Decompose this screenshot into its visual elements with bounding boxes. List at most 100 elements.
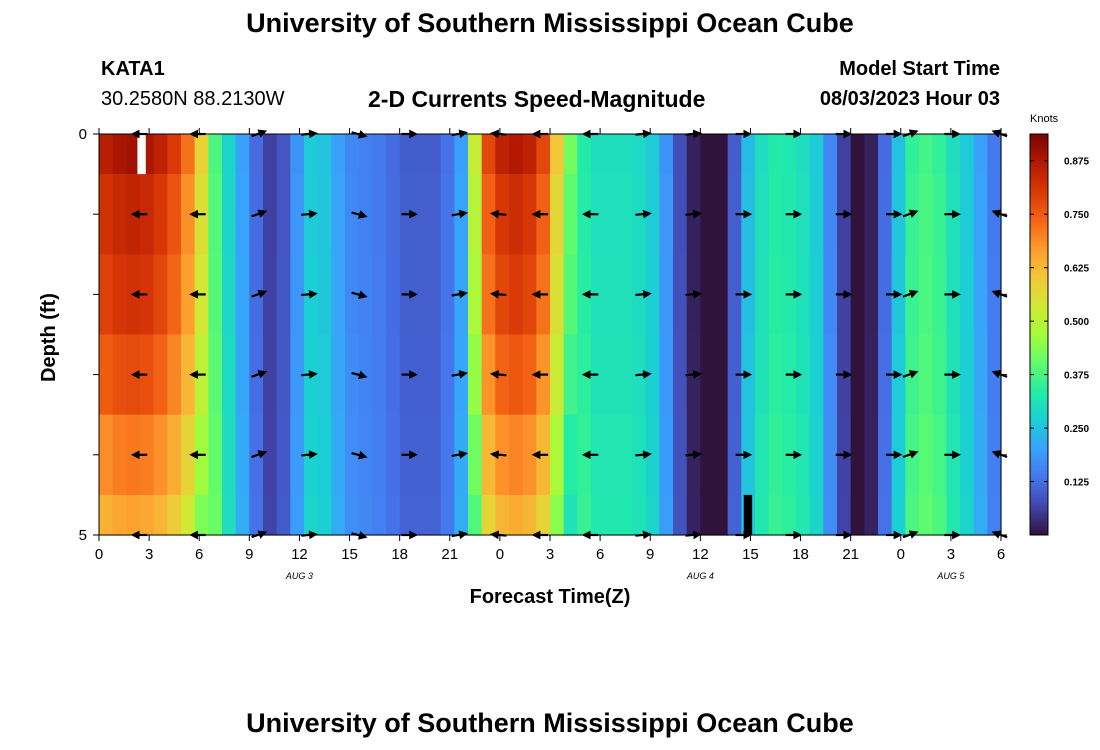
heatmap-cell: [563, 134, 578, 175]
heatmap-cell: [331, 174, 346, 255]
heatmap-cell: [536, 134, 551, 175]
current-arrow: [489, 450, 507, 460]
heatmap-cell: [208, 174, 223, 255]
heatmap-cell: [440, 134, 455, 175]
heatmap-cell: [563, 334, 578, 416]
heatmap-cell: [768, 174, 783, 255]
heatmap-cell: [454, 134, 469, 175]
heatmap-cell: [823, 134, 838, 175]
date-labels: AUG 3 AUG 4 AUG 5: [285, 571, 965, 581]
heatmap-cell: [768, 334, 783, 416]
heatmap-cell: [509, 174, 524, 255]
current-arrow: [635, 289, 652, 299]
heatmap-cell: [864, 494, 879, 536]
current-arrow: [301, 370, 318, 379]
current-arrow: [635, 209, 652, 219]
heatmap-cell: [427, 494, 442, 536]
heatmap-cell: [536, 494, 551, 536]
heatmap-cell: [153, 134, 168, 175]
current-arrow: [451, 370, 468, 379]
heatmap-cell: [427, 174, 442, 255]
heatmap-cell: [522, 334, 537, 416]
page-title: University of Southern Mississippi Ocean…: [246, 8, 854, 38]
heatmap-cell: [727, 134, 742, 175]
heatmap-cell: [413, 134, 428, 175]
heatmap-cell: [864, 334, 879, 416]
heatmap-cell: [235, 134, 250, 175]
heatmap-cell: [317, 414, 332, 496]
heatmap-cell: [727, 334, 742, 416]
heatmap-cell: [413, 414, 428, 496]
heatmap-cell: [386, 254, 401, 336]
heatmap-cell: [290, 334, 305, 416]
heatmap-cell: [878, 134, 893, 175]
heatmap-cell: [153, 254, 168, 336]
heatmap-cell: [645, 134, 660, 175]
heatmap-cell: [167, 494, 182, 536]
x-tick-label: 0: [897, 546, 905, 563]
heatmap-cell: [659, 334, 674, 416]
heatmap-cell: [222, 494, 237, 536]
heatmap-cell: [481, 174, 496, 255]
heatmap-cell: [99, 334, 114, 416]
heatmap-cell: [427, 334, 442, 416]
heatmap-cell: [99, 494, 114, 536]
current-arrow: [635, 450, 652, 460]
heatmap-cell: [222, 174, 237, 255]
heatmap-cell: [850, 414, 865, 496]
x-tick-label: 3: [145, 546, 153, 563]
heatmap-cell: [809, 334, 824, 416]
current-arrow: [489, 289, 507, 299]
current-arrow: [301, 209, 318, 219]
heatmap-cell: [673, 414, 688, 496]
heatmap-cell: [509, 494, 524, 536]
heatmap-cell: [809, 134, 824, 175]
x-tick-label: 18: [792, 546, 809, 563]
heatmap-cell: [181, 134, 196, 175]
heatmap-cell: [345, 134, 360, 175]
date-label: AUG 3: [285, 571, 313, 581]
heatmap-cell: [563, 414, 578, 496]
heatmap-cell: [700, 254, 715, 336]
current-arrow: [351, 290, 368, 299]
colorbar-ticks: 0.875 0.750 0.625 0.500 0.375 0.250 0.125: [1030, 157, 1089, 489]
current-arrow: [301, 289, 318, 299]
heatmap-cell: [413, 254, 428, 336]
heatmap-cell: [659, 414, 674, 496]
heatmap-cell: [563, 494, 578, 536]
heatmap-cell: [399, 494, 414, 536]
heatmap-cell: [112, 334, 127, 416]
heatmap-cell: [919, 134, 934, 175]
heatmap-cell: [372, 494, 387, 536]
x-tick-label: 3: [546, 546, 554, 563]
heatmap-cell: [878, 494, 893, 536]
heatmap-cell: [440, 174, 455, 255]
heatmap-cell: [782, 134, 797, 175]
heatmap-cell: [208, 254, 223, 336]
heatmap-cell: [304, 134, 319, 175]
current-arrow: [902, 209, 919, 218]
heatmap-cell: [427, 134, 442, 175]
heatmap-cell: [727, 254, 742, 336]
heatmap-cell: [850, 494, 865, 536]
heatmap-cell: [386, 414, 401, 496]
y-tick-label: 5: [79, 527, 87, 544]
heatmap-cell: [440, 334, 455, 416]
heatmap-cell: [345, 334, 360, 416]
heatmap-cell: [823, 494, 838, 536]
heatmap-cell: [331, 334, 346, 416]
heatmap-cell: [645, 414, 660, 496]
heatmap-cell: [755, 254, 770, 336]
x-tick-label: 12: [692, 546, 709, 563]
current-arrow: [251, 209, 268, 218]
heatmap-cell: [235, 494, 250, 536]
heatmap-cell: [468, 414, 483, 496]
heatmap-cell: [112, 134, 127, 175]
heatmap-cell: [208, 414, 223, 496]
heatmap-cell: [823, 174, 838, 255]
heatmap-cell: [99, 414, 114, 496]
heatmap-cell: [714, 334, 729, 416]
heatmap-cell: [249, 494, 264, 536]
heatmap-cell: [550, 334, 565, 416]
heatmap-cell: [755, 414, 770, 496]
